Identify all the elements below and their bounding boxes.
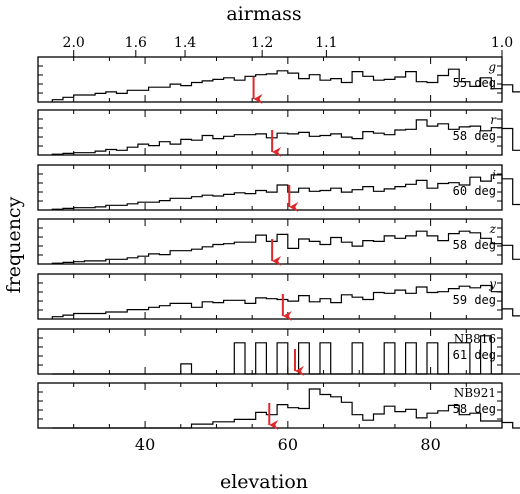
histogram-step-r [51, 119, 520, 155]
x-tick-label: 60 [278, 435, 298, 454]
airmass-tick-label: 1.1 [315, 35, 337, 51]
band-label-r: r [490, 113, 497, 127]
band-label-nb921: NB921 [454, 386, 496, 400]
histogram-step-nb816 [52, 335, 520, 375]
histogram-step-g [51, 68, 520, 102]
panel-frame [37, 328, 503, 375]
band-label-y: y [488, 277, 496, 291]
x-axis-title: elevation [220, 471, 308, 493]
x-tick-label: 40 [135, 435, 155, 454]
median-label-nb921: 58 deg [453, 402, 496, 416]
panel-z: z 58 deg [37, 218, 520, 266]
panels-group: g 55 deg r 58 deg i 60 deg z 58 deg y 59 deg NB816… [37, 56, 520, 430]
panel-nb816: NB816 61 deg [37, 328, 520, 376]
panel-nb921: NB921 58 deg [37, 382, 520, 430]
x-tick-label: 80 [420, 435, 440, 454]
band-label-z: z [489, 222, 497, 236]
median-label-g: 55 deg [453, 76, 496, 90]
panel-frame [37, 218, 503, 265]
top-axis-ticks: 2.0 1.6 1.4 1.2 1.1 1.0 [63, 35, 513, 57]
median-label-nb816: 61 deg [453, 348, 496, 362]
panel-i: i 60 deg [37, 164, 520, 212]
airmass-tick-label: 1.6 [125, 35, 147, 51]
airmass-tick-label: 2.0 [63, 35, 85, 51]
airmass-tick-label: 1.0 [491, 35, 513, 51]
band-label-i: i [492, 168, 496, 182]
y-axis-title: frequency [3, 196, 25, 293]
panel-y: y 59 deg [37, 273, 520, 321]
band-label-nb816: NB816 [454, 332, 496, 346]
median-label-z: 58 deg [453, 238, 496, 252]
airmass-tick-label: 1.4 [174, 35, 196, 51]
panel-frame [37, 164, 503, 211]
bottom-axis-ticks: 40 60 80 [135, 435, 441, 454]
panel-r: r 58 deg [37, 109, 520, 157]
panel-frame [37, 56, 503, 103]
median-label-r: 58 deg [453, 129, 496, 143]
histogram-step-z [51, 230, 520, 264]
panel-frame [37, 109, 503, 156]
band-label-g: g [488, 60, 496, 74]
histogram-step-nb921 [52, 388, 520, 429]
top-axis-title: airmass [226, 3, 301, 25]
airmass-tick-label: 1.2 [251, 35, 273, 51]
median-label-y: 59 deg [453, 293, 496, 307]
median-label-i: 60 deg [453, 184, 496, 198]
panel-g: g 55 deg [37, 56, 520, 104]
histogram-step-y [51, 284, 520, 319]
histogram-step-i [51, 174, 520, 210]
